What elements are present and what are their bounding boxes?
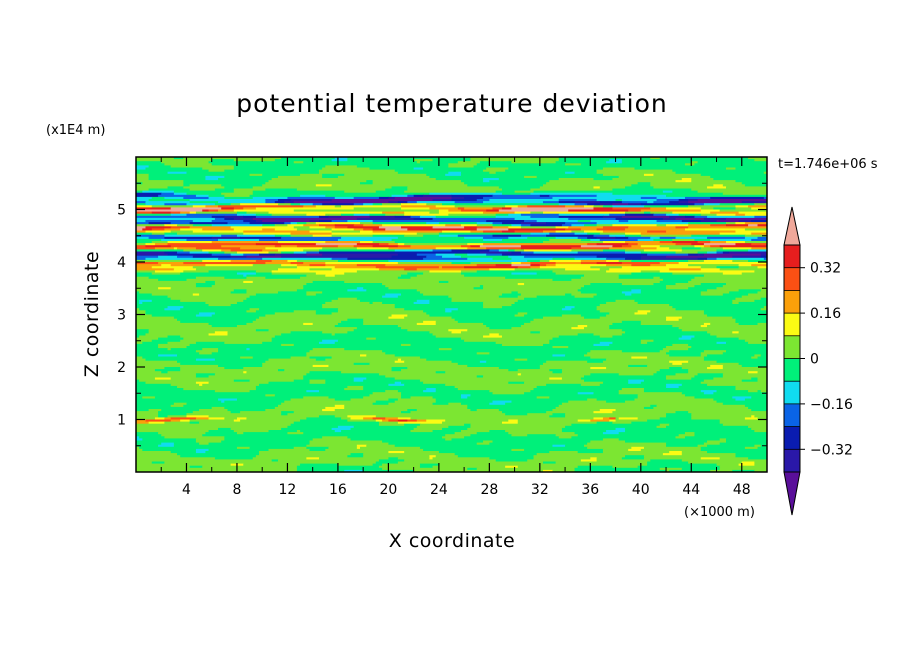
x-tick-label: 32 <box>531 482 549 498</box>
colorbar-top-arrow <box>784 207 800 245</box>
colorbar-segment <box>784 404 800 427</box>
y-tick-label: 5 <box>117 203 126 219</box>
x-tick-label: 44 <box>682 482 700 498</box>
colorbar-segment <box>784 268 800 291</box>
colorbar-segment <box>784 290 800 313</box>
x-tick-label: 16 <box>329 482 347 498</box>
y-tick-label: 3 <box>117 308 126 324</box>
time-label: t=1.746e+06 s <box>778 157 878 172</box>
y-unit-label: (x1E4 m) <box>46 123 105 138</box>
x-tick-label: 4 <box>182 482 191 498</box>
colorbar-bottom-arrow <box>784 472 800 515</box>
x-tick-label: 20 <box>379 482 397 498</box>
colorbar-segment <box>784 245 800 268</box>
x-tick-label: 12 <box>279 482 297 498</box>
colorbar-tick-label: −0.32 <box>810 442 853 458</box>
x-tick-label: 24 <box>430 482 448 498</box>
y-axis-label: Z coordinate <box>81 251 103 377</box>
x-axis-label: X coordinate <box>389 530 515 552</box>
y-tick-label: 4 <box>117 255 126 271</box>
y-tick-label: 1 <box>117 413 126 429</box>
colorbar-tick-label: −0.16 <box>810 397 853 413</box>
colorbar-tick-label: 0.32 <box>810 261 841 277</box>
x-tick-label: 28 <box>480 482 498 498</box>
colorbar-segment <box>784 313 800 336</box>
colorbar-segment <box>784 449 800 472</box>
contour-field <box>136 157 768 473</box>
colorbar-segment <box>784 336 800 359</box>
colorbar-tick-label: 0.16 <box>810 306 841 322</box>
colorbar: 0.32 0.16 0 −0.16 −0.32 <box>784 207 853 515</box>
x-unit-label: (×1000 m) <box>684 505 755 520</box>
x-tick-label: 40 <box>632 482 650 498</box>
x-tick-label: 48 <box>733 482 751 498</box>
colorbar-tick-label: 0 <box>810 352 819 368</box>
x-tick-label: 36 <box>581 482 599 498</box>
chart-title: potential temperature deviation <box>236 89 667 118</box>
colorbar-segment <box>784 381 800 404</box>
colorbar-segment <box>784 359 800 382</box>
y-tick-label: 2 <box>117 360 126 376</box>
colorbar-segment <box>784 427 800 450</box>
x-tick-label: 8 <box>232 482 241 498</box>
